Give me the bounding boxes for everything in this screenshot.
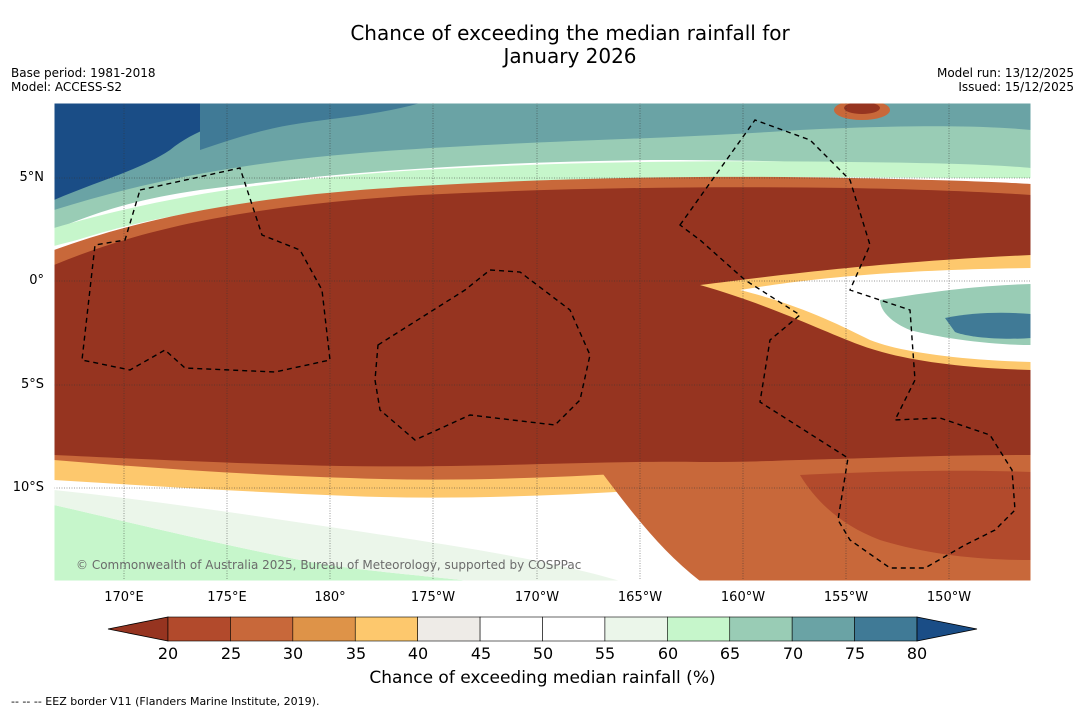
lon-label-150w: 150°W bbox=[926, 590, 972, 605]
lat-label-5n: 5°N bbox=[19, 170, 45, 185]
region-north-green bbox=[54, 126, 1031, 230]
colorbar-segment-4 bbox=[417, 616, 481, 642]
colorbar-tick-40: 40 bbox=[407, 644, 429, 663]
model-name: Model: ACCESS-S2 bbox=[11, 80, 123, 94]
region-north-lightgreen bbox=[54, 161, 1031, 248]
colorbar-segment-8 bbox=[667, 616, 731, 642]
colorbar-segment-1 bbox=[230, 616, 294, 642]
colorbar-tick-65: 65 bbox=[719, 644, 741, 663]
colorbar-segment-6 bbox=[542, 616, 606, 642]
colorbar-segment-11 bbox=[854, 616, 918, 642]
metadata-right: Model run: 13/12/2025 Issued: 15/12/2025 bbox=[937, 66, 1074, 94]
model-run: Model run: 13/12/2025 bbox=[936, 66, 1074, 80]
eez-legend: -- -- -- EEZ border V11 (Flanders Marine… bbox=[11, 695, 320, 708]
metadata-left: Base period: 1981-2018 Model: ACCESS-S2 bbox=[11, 66, 156, 94]
base-period: Base period: 1981-2018 bbox=[11, 66, 156, 80]
issued-date: Issued: 15/12/2025 bbox=[958, 80, 1074, 94]
colorbar-segment-3 bbox=[354, 616, 418, 642]
colorbar-segment-2 bbox=[292, 616, 356, 642]
colorbar-arrow-low bbox=[107, 616, 169, 642]
colorbar-tick-55: 55 bbox=[594, 644, 616, 663]
lon-label-155w: 155°W bbox=[823, 590, 869, 605]
colorbar-arrow-high bbox=[916, 616, 978, 642]
region-south-lightgreen-west bbox=[54, 490, 620, 581]
colorbar-tick-75: 75 bbox=[844, 644, 866, 663]
eez-borders bbox=[81, 119, 1016, 569]
colorbar-tick-50: 50 bbox=[532, 644, 554, 663]
region-northeast-patch-core bbox=[844, 103, 880, 114]
lon-label-180: 180° bbox=[314, 590, 346, 605]
colorbar-tick-25: 25 bbox=[220, 644, 242, 663]
colorbar-tick-20: 20 bbox=[157, 644, 179, 663]
region-north-darkblue-2 bbox=[200, 103, 420, 150]
graticule bbox=[54, 103, 1031, 581]
colorbar-segment-10 bbox=[791, 616, 855, 642]
lon-label-160w: 160°W bbox=[720, 590, 766, 605]
map-frame bbox=[53, 102, 1032, 582]
colorbar-title: Chance of exceeding median rainfall (%) bbox=[369, 668, 716, 688]
colorbar-tick-30: 30 bbox=[282, 644, 304, 663]
region-cold-tongue-blue bbox=[945, 312, 1031, 339]
colorbar-tick-35: 35 bbox=[345, 644, 367, 663]
lat-label-5s: 5°S bbox=[20, 377, 44, 392]
copyright-credit: © Commonwealth of Australia 2025, Bureau… bbox=[76, 558, 582, 572]
region-equatorial-darkred bbox=[54, 187, 1031, 467]
lon-label-165w: 165°W bbox=[617, 590, 663, 605]
region-south-green-west bbox=[54, 505, 470, 581]
lat-label-0: 0° bbox=[29, 273, 44, 288]
colorbar-segment-7 bbox=[604, 616, 668, 642]
lon-label-170w: 170°W bbox=[514, 590, 560, 605]
colorbar-tick-45: 45 bbox=[470, 644, 492, 663]
lat-label-10s: 10°S bbox=[12, 480, 44, 495]
region-south-yellow bbox=[54, 460, 650, 498]
region-south-darkred-east bbox=[800, 470, 1031, 560]
lon-label-170e: 170°E bbox=[104, 590, 144, 605]
colorbar-segment-0 bbox=[167, 616, 231, 642]
colorbar-tick-60: 60 bbox=[657, 644, 679, 663]
lon-label-175e: 175°E bbox=[207, 590, 247, 605]
map-title: Chance of exceeding the median rainfall … bbox=[0, 22, 1085, 68]
title-line-1: Chance of exceeding the median rainfall … bbox=[350, 21, 790, 45]
colorbar-tick-80: 80 bbox=[906, 644, 928, 663]
title-line-2: January 2026 bbox=[503, 44, 637, 68]
colorbar-tick-70: 70 bbox=[782, 644, 804, 663]
colorbar-segment-5 bbox=[479, 616, 543, 642]
colorbar-segment-9 bbox=[729, 616, 793, 642]
lon-label-175w: 175°W bbox=[410, 590, 456, 605]
